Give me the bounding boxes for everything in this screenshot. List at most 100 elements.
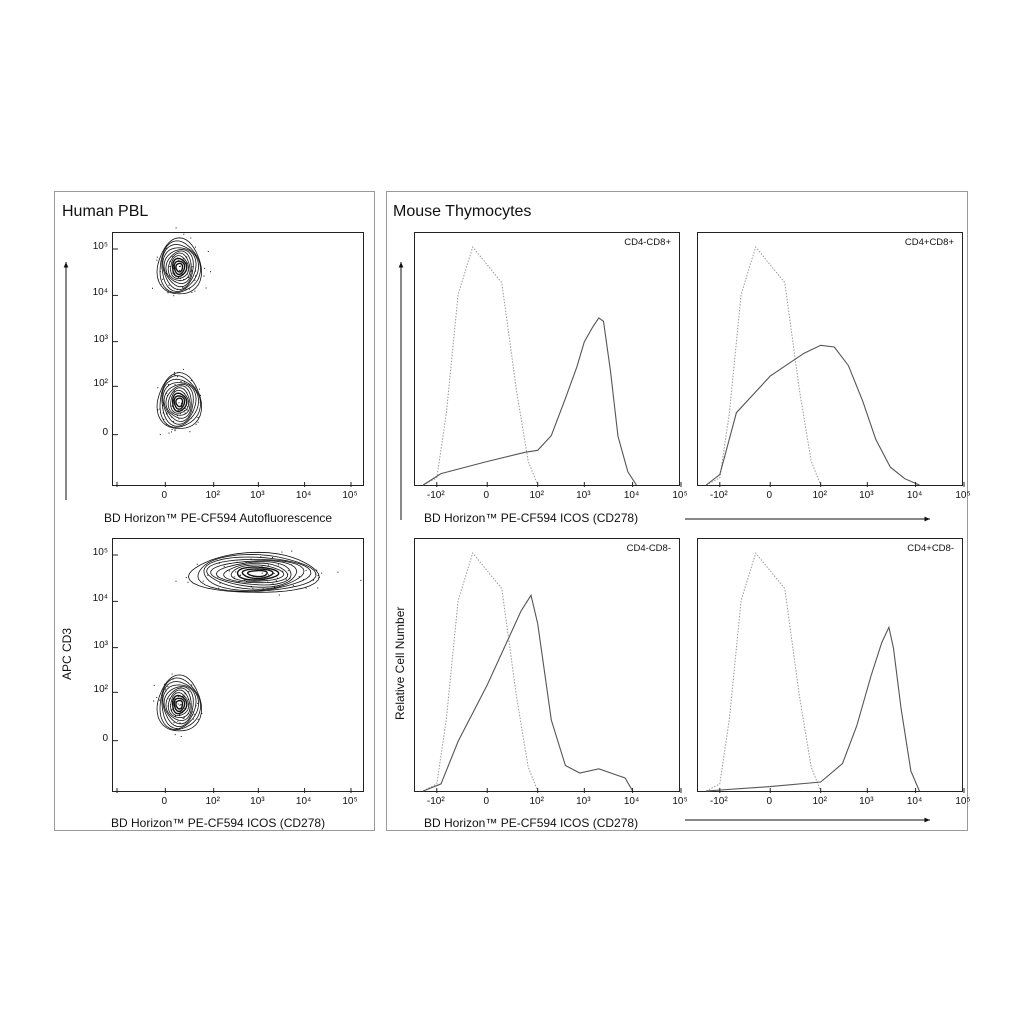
event-dot [267, 564, 269, 566]
event-dot [292, 584, 294, 586]
event-dot [180, 686, 182, 688]
event-dot [174, 698, 176, 700]
event-dot [195, 386, 197, 388]
isotype-control-curve [705, 551, 822, 792]
event-dot [157, 387, 159, 389]
event-dot [166, 392, 168, 394]
event-dot [161, 267, 163, 269]
contour-line [165, 385, 192, 419]
event-dot [184, 410, 185, 412]
contour-line [170, 390, 189, 414]
icos-stained-curve [705, 344, 920, 486]
contour-line [159, 677, 201, 731]
icos-stained-curve [422, 593, 634, 792]
contour-line [206, 559, 305, 590]
event-dot [177, 695, 179, 697]
event-dot [166, 412, 168, 414]
event-dot [245, 561, 247, 563]
event-dot [228, 570, 230, 572]
event-dot [217, 576, 219, 578]
event-dot [239, 574, 241, 576]
event-dot [179, 714, 181, 716]
event-dot [175, 227, 177, 229]
contour-line [175, 397, 184, 408]
event-dot [174, 384, 176, 386]
y-axis-arrow [398, 262, 404, 520]
event-dot [179, 722, 181, 724]
event-dot [275, 580, 277, 582]
event-dot [195, 270, 197, 272]
event-dot [192, 718, 194, 720]
event-dot [223, 565, 225, 567]
event-dot [173, 371, 175, 373]
event-dot [187, 581, 189, 583]
histogram-cd4pos-cd8neg: CD4+CD8- [697, 538, 965, 793]
event-dot [194, 388, 196, 390]
event-dot [190, 270, 192, 272]
event-dot [197, 421, 199, 423]
event-dot [190, 237, 192, 239]
event-dot [157, 703, 158, 705]
event-dot [177, 276, 179, 277]
event-dot [173, 295, 175, 297]
event-dot [174, 705, 176, 707]
event-dot [185, 288, 187, 290]
event-dot [184, 408, 186, 410]
event-dot [188, 384, 190, 386]
event-dot [174, 715, 176, 717]
event-dot [170, 710, 172, 711]
contour-line [172, 392, 188, 413]
event-dot [168, 698, 170, 700]
event-dot [196, 563, 198, 565]
event-dot [178, 418, 180, 420]
event-dot [180, 381, 182, 382]
isotype-control-curve [422, 245, 539, 486]
autofluorescence-contour-svg [113, 227, 352, 487]
event-dot [180, 265, 182, 267]
event-dot [183, 400, 185, 402]
contour-line [170, 255, 189, 279]
histogram-cd4-cd8pos: CD4-CD8+ [414, 232, 682, 487]
event-dot [174, 429, 176, 431]
autofluorescence-xlabel: BD Horizon™ PE-CF594 Autofluorescence [104, 511, 333, 525]
event-dot [167, 384, 169, 385]
contour-line [175, 262, 184, 273]
event-dot [165, 690, 167, 692]
event-dot [197, 718, 199, 720]
event-dot [189, 720, 191, 722]
event-dot [183, 717, 185, 719]
event-dot [182, 409, 184, 411]
histogram-cd4-cd8neg-svg [422, 551, 682, 793]
event-dot [162, 278, 164, 280]
icos-stained-curve [422, 317, 637, 486]
event-dot [182, 712, 183, 714]
event-dot [272, 557, 274, 558]
event-dot [233, 578, 235, 579]
contour-line [210, 560, 298, 588]
event-dot [188, 415, 190, 417]
event-dot [175, 267, 177, 269]
y-axis-arrow [63, 262, 69, 500]
event-dot [258, 566, 260, 568]
event-dot [171, 709, 173, 711]
population-cd3neg [153, 673, 203, 737]
event-dot [187, 713, 189, 715]
icos-stained-curve [706, 625, 920, 792]
event-dot [189, 406, 191, 408]
event-dot [157, 409, 159, 411]
histogram-cd4-cd8pos-svg [422, 245, 682, 487]
event-dot [191, 684, 193, 686]
event-dot [173, 722, 175, 724]
event-dot [190, 380, 192, 381]
event-dot [181, 708, 183, 710]
event-dot [188, 699, 189, 700]
event-dot [161, 699, 163, 701]
event-dot [226, 569, 228, 571]
event-dot [272, 583, 274, 585]
contour-line [187, 551, 320, 593]
event-dot [285, 578, 287, 580]
subplot-label: CD4-CD8+ [624, 237, 671, 248]
histogram-top-xlabel: BD Horizon™ PE-CF594 ICOS (CD278) [424, 511, 639, 525]
event-dot [162, 412, 164, 414]
event-dot [170, 375, 172, 377]
